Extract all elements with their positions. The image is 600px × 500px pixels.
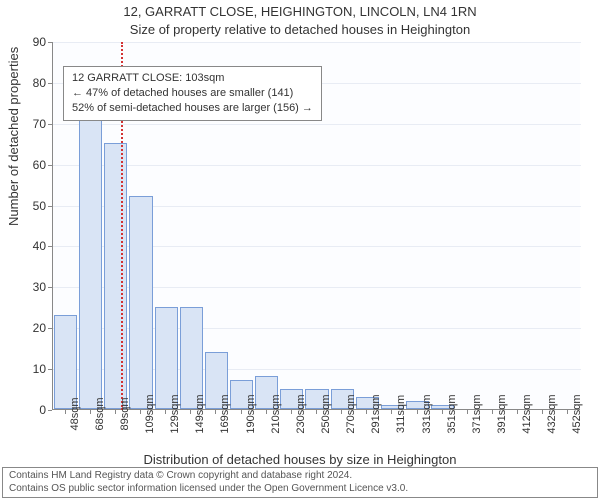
- y-tick-label: 10: [6, 362, 46, 376]
- x-tick-label: 391sqm: [496, 394, 508, 433]
- histogram-bar: [54, 315, 77, 409]
- plot-area: 12 GARRATT CLOSE: 103sqm ← 47% of detach…: [52, 42, 580, 410]
- footer-line2: Contains OS public sector information li…: [9, 483, 591, 496]
- x-tick-mark: [291, 410, 292, 414]
- y-tick-label: 0: [6, 403, 46, 417]
- histogram-bar: [129, 196, 152, 409]
- footer-attribution: Contains HM Land Registry data © Crown c…: [2, 467, 598, 498]
- annotation-line1: 12 GARRATT CLOSE: 103sqm: [72, 71, 313, 86]
- x-tick-label: 452sqm: [571, 394, 583, 433]
- x-tick-mark: [341, 410, 342, 414]
- footer-line1: Contains HM Land Registry data © Crown c…: [9, 470, 591, 483]
- x-tick-mark: [517, 410, 518, 414]
- chart-subtitle: Size of property relative to detached ho…: [0, 22, 600, 37]
- x-tick-mark: [115, 410, 116, 414]
- x-tick-mark: [65, 410, 66, 414]
- x-tick-mark: [165, 410, 166, 414]
- x-tick-label: 230sqm: [295, 394, 307, 433]
- x-tick-mark: [140, 410, 141, 414]
- y-tick-mark: [48, 410, 52, 411]
- chart-title-address: 12, GARRATT CLOSE, HEIGHINGTON, LINCOLN,…: [0, 4, 600, 19]
- x-tick-mark: [542, 410, 543, 414]
- x-tick-label: 68sqm: [94, 397, 106, 430]
- y-tick-label: 90: [6, 35, 46, 49]
- annotation-box: 12 GARRATT CLOSE: 103sqm ← 47% of detach…: [63, 66, 322, 121]
- annotation-line2: ← 47% of detached houses are smaller (14…: [72, 86, 313, 101]
- x-tick-mark: [266, 410, 267, 414]
- x-tick-label: 351sqm: [446, 394, 458, 433]
- histogram-bar: [79, 111, 102, 409]
- x-tick-label: 250sqm: [320, 394, 332, 433]
- x-tick-label: 371sqm: [471, 394, 483, 433]
- histogram-bar: [104, 143, 127, 409]
- y-tick-label: 20: [6, 321, 46, 335]
- y-tick-label: 50: [6, 199, 46, 213]
- x-tick-label: 210sqm: [270, 394, 282, 433]
- x-tick-label: 412sqm: [521, 394, 533, 433]
- y-tick-label: 40: [6, 239, 46, 253]
- x-tick-mark: [316, 410, 317, 414]
- x-tick-mark: [467, 410, 468, 414]
- x-tick-label: 432sqm: [546, 394, 558, 433]
- x-tick-label: 291sqm: [370, 394, 382, 433]
- y-tick-label: 80: [6, 76, 46, 90]
- x-tick-mark: [417, 410, 418, 414]
- x-tick-label: 149sqm: [194, 394, 206, 433]
- x-tick-label: 331sqm: [421, 394, 433, 433]
- x-tick-mark: [190, 410, 191, 414]
- x-tick-mark: [241, 410, 242, 414]
- x-tick-mark: [442, 410, 443, 414]
- x-tick-label: 109sqm: [144, 394, 156, 433]
- x-tick-label: 48sqm: [69, 397, 81, 430]
- y-tick-label: 70: [6, 117, 46, 131]
- y-tick-label: 60: [6, 158, 46, 172]
- x-tick-label: 169sqm: [219, 394, 231, 433]
- x-tick-mark: [391, 410, 392, 414]
- x-axis-label: Distribution of detached houses by size …: [0, 452, 600, 467]
- x-tick-label: 311sqm: [395, 395, 407, 433]
- x-tick-mark: [492, 410, 493, 414]
- x-tick-mark: [567, 410, 568, 414]
- x-tick-label: 129sqm: [169, 394, 181, 433]
- chart-container: 12, GARRATT CLOSE, HEIGHINGTON, LINCOLN,…: [0, 0, 600, 500]
- x-tick-label: 270sqm: [345, 394, 357, 433]
- y-tick-label: 30: [6, 280, 46, 294]
- annotation-line3: 52% of semi-detached houses are larger (…: [72, 101, 313, 116]
- x-tick-label: 89sqm: [119, 397, 131, 430]
- x-tick-mark: [215, 410, 216, 414]
- x-tick-mark: [90, 410, 91, 414]
- x-tick-label: 190sqm: [245, 394, 257, 433]
- x-tick-mark: [366, 410, 367, 414]
